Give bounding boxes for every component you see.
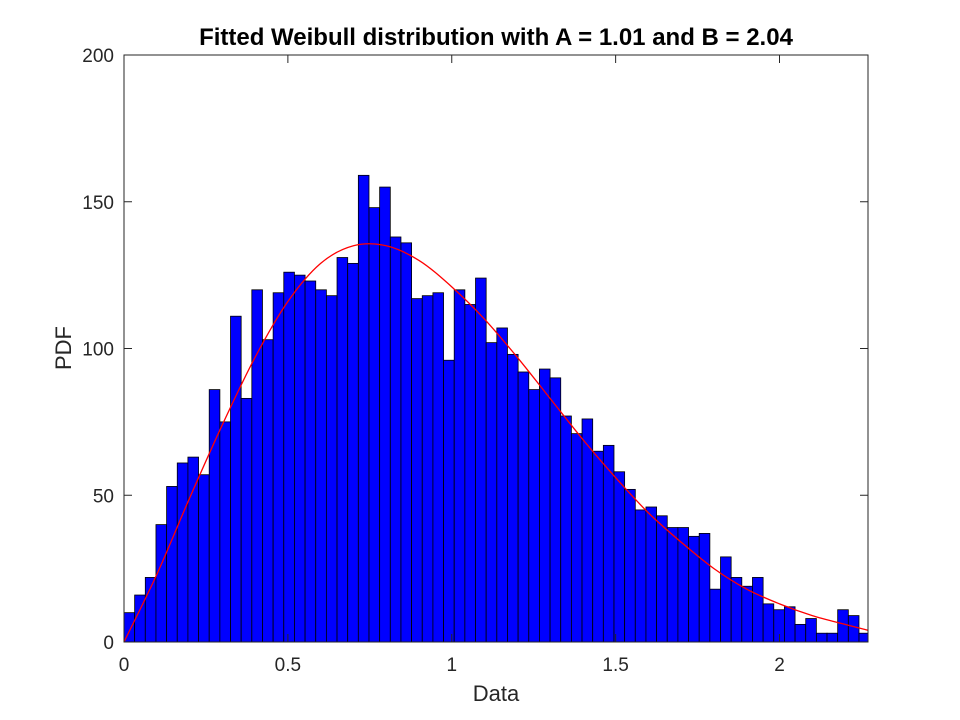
histogram-bar — [336, 257, 349, 643]
axis-ticks: 0 0.5 1 1.5 2 0 50 100 150 200 — [82, 46, 868, 676]
histogram-bar — [432, 292, 444, 643]
histogram-bar — [741, 585, 753, 643]
y-tick-label: 50 — [93, 486, 114, 507]
histogram-bar — [176, 462, 189, 643]
histogram-bar — [730, 577, 743, 643]
y-tick-label: 0 — [103, 633, 114, 654]
histogram-bar — [517, 371, 530, 643]
histogram-bar — [272, 292, 285, 643]
histogram-bar — [400, 242, 413, 643]
histogram-bar — [496, 327, 508, 643]
histogram-bar — [592, 450, 604, 643]
histogram-bar — [262, 339, 274, 643]
histogram-bar — [230, 315, 242, 643]
histogram-bar — [698, 533, 711, 643]
histogram-bar — [485, 342, 498, 643]
histogram-bar — [815, 632, 828, 643]
histogram-bar — [208, 389, 221, 643]
x-axis-label: Data — [473, 681, 520, 706]
histogram-bar — [720, 556, 732, 643]
histogram-bar — [368, 207, 381, 643]
histogram-bar — [549, 377, 562, 643]
histogram-bar — [347, 262, 359, 643]
y-tick-label: 200 — [82, 46, 114, 67]
weibull-fit-line — [123, 243, 869, 643]
histogram-bar — [539, 368, 551, 643]
histogram-bar — [315, 289, 327, 643]
chart-title: Fitted Weibull distribution with A = 1.0… — [199, 24, 794, 51]
histogram-bar — [453, 289, 466, 643]
x-tick-label: 2 — [774, 655, 785, 676]
histogram-bar — [634, 509, 647, 643]
histogram-bar — [805, 618, 817, 643]
histogram-bar — [198, 474, 210, 643]
histogram-bar — [411, 298, 423, 643]
histogram-bar — [187, 456, 199, 643]
histogram-bar — [837, 609, 849, 643]
histogram-bar — [656, 515, 668, 643]
x-tick-label: 0 — [119, 655, 130, 676]
histogram-bar — [421, 295, 434, 643]
y-axis-label: PDF — [51, 326, 76, 370]
histogram-bar — [858, 632, 869, 643]
x-tick-label: 1.5 — [602, 655, 628, 676]
histogram-bar — [560, 415, 572, 643]
histogram-bar — [645, 506, 658, 643]
x-tick-label: 0.5 — [275, 655, 301, 676]
histogram-bar — [613, 471, 626, 643]
histogram-bar — [624, 488, 636, 643]
y-tick-label: 100 — [82, 340, 114, 361]
histogram-bar — [570, 433, 583, 643]
histogram-bar — [752, 577, 764, 643]
histogram-bar — [389, 236, 402, 643]
histogram-bar — [294, 274, 306, 643]
histogram-bar — [240, 397, 253, 643]
histogram-bar — [581, 418, 594, 643]
histogram-bar — [155, 524, 168, 643]
histogram-bar — [304, 280, 317, 643]
histogram-bar — [325, 295, 338, 643]
histogram-bar — [784, 606, 796, 643]
histogram-bar — [709, 588, 721, 643]
histogram-bar — [283, 271, 295, 643]
histogram-bar — [219, 421, 231, 643]
histogram-bar — [443, 359, 455, 643]
histogram-bar — [847, 615, 860, 643]
histogram-bar — [166, 486, 178, 643]
x-tick-label: 1 — [446, 655, 457, 676]
y-tick-label: 150 — [82, 193, 114, 214]
histogram-bar — [528, 389, 540, 643]
histogram-bar — [826, 632, 839, 643]
histogram-bar — [507, 353, 519, 643]
histogram-bar — [357, 174, 370, 643]
histogram-bar — [464, 304, 476, 643]
histogram-bar — [379, 186, 391, 643]
histogram-bar — [666, 527, 679, 643]
histogram-bar — [251, 289, 263, 643]
histogram-bar — [794, 623, 807, 643]
histogram-bar — [762, 603, 775, 643]
histogram-bar — [475, 277, 487, 643]
